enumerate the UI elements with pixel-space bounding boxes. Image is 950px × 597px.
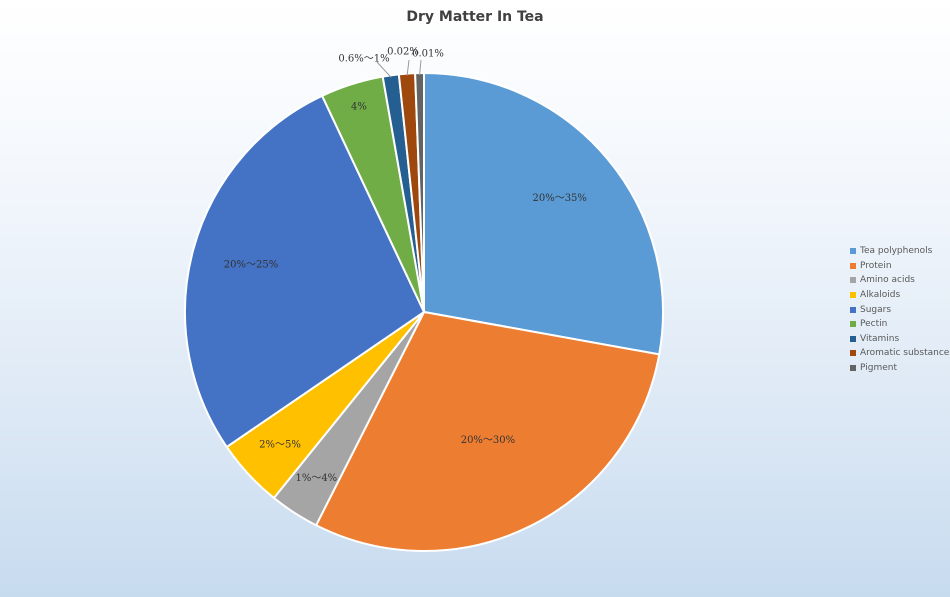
legend-swatch — [850, 277, 856, 284]
legend-swatch — [850, 306, 856, 313]
legend-swatch — [850, 248, 856, 255]
legend-swatch — [850, 335, 856, 342]
legend-item: Protein — [850, 259, 950, 274]
leader-line — [419, 59, 422, 76]
pie-slice-protein — [314, 310, 661, 552]
legend-item: Pectin — [850, 317, 950, 332]
legend-swatch — [850, 350, 856, 357]
pie-slice-tea-polyphenols — [423, 71, 664, 356]
legend-label: Tea polyphenols — [860, 246, 933, 257]
slice-data-label: 1%～4% — [295, 473, 337, 484]
legend-label: Aromatic substances — [860, 348, 950, 359]
legend-item: Tea polyphenols — [850, 244, 950, 259]
legend: Tea polyphenols Protein Amino acids Alkaloi… — [850, 244, 950, 375]
legend-label: Amino acids — [860, 275, 915, 286]
legend-item: Pigment — [850, 361, 950, 376]
pie-slice-sugars — [184, 94, 426, 449]
legend-item: Aromatic substances — [850, 346, 950, 361]
legend-item: Alkaloids — [850, 288, 950, 303]
slice-data-label: 0.02% — [387, 47, 419, 58]
chart-title: Dry Matter In Tea — [406, 9, 544, 25]
legend-label: Pigment — [860, 363, 897, 374]
legend-label: Vitamins — [860, 333, 900, 344]
legend-label: Alkaloids — [860, 290, 901, 301]
legend-item: Sugars — [850, 302, 950, 317]
legend-label: Sugars — [860, 304, 892, 315]
slice-data-label: 4% — [351, 101, 367, 112]
legend-label: Protein — [860, 260, 892, 271]
legend-item: Vitamins — [850, 332, 950, 347]
slice-data-label: 20%～25% — [224, 260, 278, 271]
slice-data-label: 20%～35% — [532, 193, 586, 204]
slice-data-label: 0.6%～1% — [338, 54, 389, 65]
legend-swatch — [850, 365, 856, 372]
leader-line — [376, 61, 392, 78]
slice-data-label: 20%～30% — [461, 435, 515, 446]
legend-swatch — [850, 262, 856, 269]
slice-data-label: 2%～5% — [259, 439, 301, 450]
slice-data-label: 0.01% — [412, 49, 444, 60]
legend-label: Pectin — [860, 319, 888, 330]
legend-swatch — [850, 292, 856, 299]
leader-line — [406, 59, 410, 76]
legend-swatch — [850, 321, 856, 328]
legend-item: Amino acids — [850, 273, 950, 288]
